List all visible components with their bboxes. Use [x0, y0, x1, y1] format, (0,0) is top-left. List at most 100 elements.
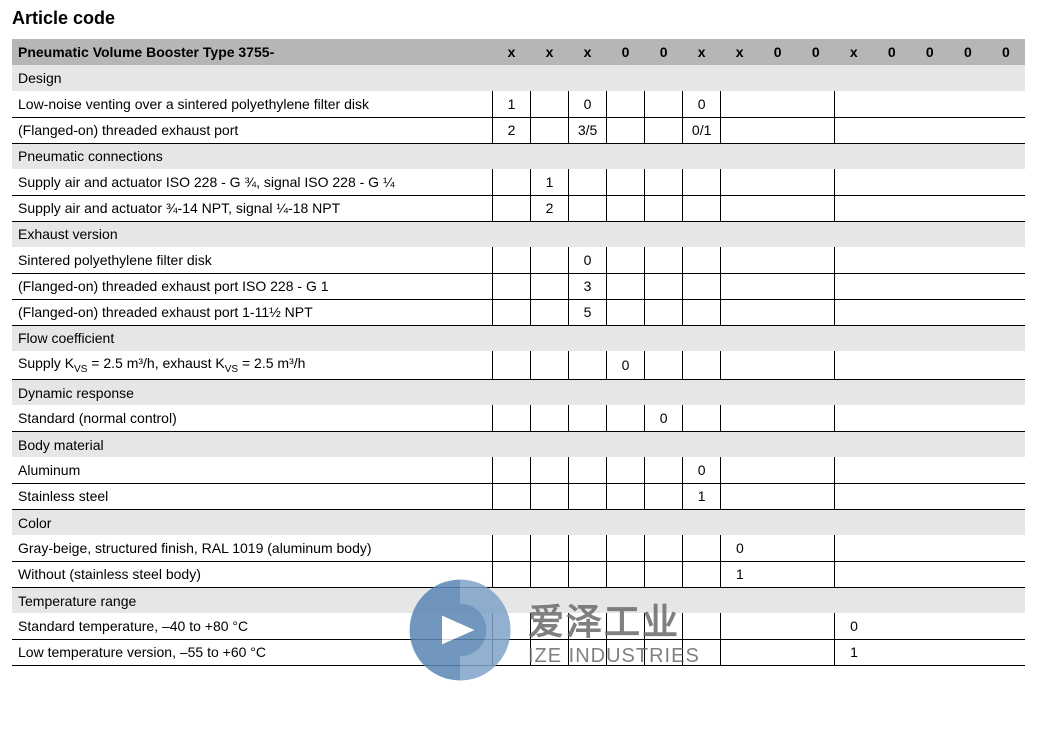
code-cell	[683, 65, 721, 91]
code-cell	[759, 325, 797, 351]
code-cell: 0	[721, 535, 759, 561]
code-cell	[987, 273, 1025, 299]
table-row: (Flanged-on) threaded exhaust port ISO 2…	[12, 273, 1025, 299]
code-cell	[759, 65, 797, 91]
code-cell	[835, 509, 873, 535]
code-cell	[531, 117, 569, 143]
header-code-cell: x	[492, 39, 530, 65]
code-cell	[797, 221, 835, 247]
code-cell	[797, 509, 835, 535]
code-cell	[645, 273, 683, 299]
table-row: Stainless steel1	[12, 483, 1025, 509]
code-cell	[607, 325, 645, 351]
table-row: Supply KVS = 2.5 m³/h, exhaust KVS = 2.5…	[12, 351, 1025, 379]
code-cell	[569, 483, 607, 509]
code-cell	[911, 587, 949, 613]
code-cell	[797, 299, 835, 325]
code-cell	[683, 169, 721, 195]
code-cell	[721, 351, 759, 379]
code-cell	[873, 143, 911, 169]
header-code-cell: x	[569, 39, 607, 65]
code-cell	[911, 457, 949, 483]
code-cell	[987, 221, 1025, 247]
code-cell	[987, 351, 1025, 379]
code-cell	[797, 639, 835, 665]
header-code-cell: 0	[645, 39, 683, 65]
code-cell	[492, 169, 530, 195]
code-cell	[835, 535, 873, 561]
code-cell	[531, 535, 569, 561]
code-cell	[607, 195, 645, 221]
header-code-cell: x	[835, 39, 873, 65]
page-title: Article code	[12, 8, 1025, 29]
code-cell	[607, 509, 645, 535]
code-cell	[683, 379, 721, 405]
code-cell	[949, 247, 987, 273]
code-cell	[759, 169, 797, 195]
code-cell	[607, 221, 645, 247]
section-row: Pneumatic connections	[12, 143, 1025, 169]
code-cell	[759, 509, 797, 535]
code-cell	[911, 247, 949, 273]
code-cell	[492, 65, 530, 91]
code-cell	[873, 325, 911, 351]
row-label: Pneumatic Volume Booster Type 3755-	[12, 39, 492, 65]
code-cell	[759, 639, 797, 665]
code-cell	[987, 325, 1025, 351]
code-cell	[759, 379, 797, 405]
code-cell	[873, 405, 911, 431]
code-cell	[949, 273, 987, 299]
code-cell	[721, 457, 759, 483]
code-cell	[987, 639, 1025, 665]
header-code-cell: x	[721, 39, 759, 65]
row-label: Supply KVS = 2.5 m³/h, exhaust KVS = 2.5…	[12, 351, 492, 379]
code-cell	[835, 65, 873, 91]
code-cell	[797, 65, 835, 91]
section-row: Dynamic response	[12, 379, 1025, 405]
code-cell	[721, 65, 759, 91]
section-row: Body material	[12, 431, 1025, 457]
code-cell	[987, 483, 1025, 509]
table-row: Supply air and actuator ISO 228 - G ¾, s…	[12, 169, 1025, 195]
code-cell	[607, 483, 645, 509]
code-cell: 1	[683, 483, 721, 509]
header-code-cell: x	[683, 39, 721, 65]
code-cell	[645, 299, 683, 325]
code-cell	[683, 221, 721, 247]
code-cell	[873, 431, 911, 457]
code-cell	[873, 273, 911, 299]
article-code-table: Pneumatic Volume Booster Type 3755-xxx00…	[12, 39, 1025, 666]
code-cell	[873, 299, 911, 325]
code-cell	[797, 325, 835, 351]
code-cell	[645, 535, 683, 561]
row-label: Sintered polyethylene filter disk	[12, 247, 492, 273]
row-label: Design	[12, 65, 492, 91]
code-cell	[492, 509, 530, 535]
header-code-cell: 0	[949, 39, 987, 65]
code-cell	[569, 639, 607, 665]
code-cell: 0	[569, 247, 607, 273]
code-cell	[987, 431, 1025, 457]
code-cell	[607, 247, 645, 273]
row-label: (Flanged-on) threaded exhaust port	[12, 117, 492, 143]
code-cell	[911, 483, 949, 509]
table-row: (Flanged-on) threaded exhaust port23/50/…	[12, 117, 1025, 143]
code-cell	[987, 457, 1025, 483]
code-cell	[797, 247, 835, 273]
code-cell	[835, 221, 873, 247]
code-cell	[987, 509, 1025, 535]
code-cell	[949, 65, 987, 91]
code-cell	[683, 247, 721, 273]
table-row: Gray-beige, structured finish, RAL 1019 …	[12, 535, 1025, 561]
row-label: Standard (normal control)	[12, 405, 492, 431]
code-cell	[797, 405, 835, 431]
code-cell	[492, 247, 530, 273]
code-cell	[721, 405, 759, 431]
header-code-cell: 0	[759, 39, 797, 65]
code-cell	[492, 587, 530, 613]
code-cell	[531, 431, 569, 457]
code-cell	[759, 405, 797, 431]
code-cell	[911, 143, 949, 169]
code-cell	[721, 273, 759, 299]
code-cell	[721, 247, 759, 273]
